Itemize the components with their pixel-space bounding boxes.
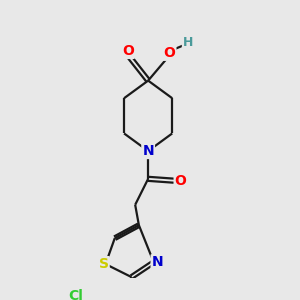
Text: N: N	[142, 144, 154, 158]
Text: O: O	[164, 46, 175, 60]
Text: O: O	[122, 44, 134, 58]
Text: S: S	[99, 257, 109, 271]
Text: N: N	[152, 255, 163, 269]
Text: O: O	[175, 174, 187, 188]
Text: Cl: Cl	[68, 289, 83, 300]
Text: H: H	[183, 36, 193, 49]
